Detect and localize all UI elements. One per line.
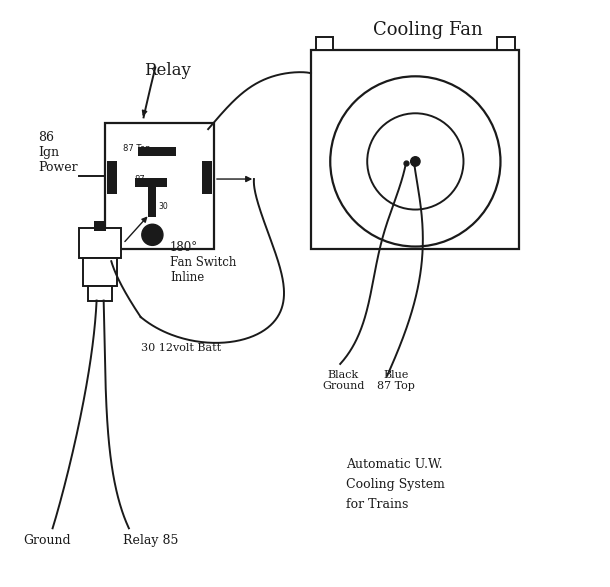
Bar [315,37,333,50]
Bar [95,221,106,231]
Text: Automatic U.W.
Cooling System
for Trains: Automatic U.W. Cooling System for Trains [346,458,445,511]
Text: Blue
87 Top: Blue 87 Top [377,370,415,392]
Text: 86: 86 [107,173,117,182]
Text: 30 12volt Batt: 30 12volt Batt [141,343,221,353]
Text: 86
Ign
Power: 86 Ign Power [38,131,77,174]
Text: 87 Top: 87 Top [123,144,151,153]
Bar [138,147,176,156]
Text: 85: 85 [204,173,213,182]
Text: Relay 85: Relay 85 [123,534,178,547]
Text: Cooling Fan: Cooling Fan [373,21,483,39]
Bar [203,161,212,194]
Bar [83,258,117,286]
Circle shape [142,224,163,245]
Bar [107,161,117,194]
Bar [135,178,167,187]
Text: 30: 30 [158,203,168,211]
Bar [88,286,112,301]
Text: 87: 87 [135,175,146,184]
Circle shape [411,157,420,166]
Bar [106,123,214,249]
Bar [497,37,515,50]
Text: 180°
Fan Switch
Inline: 180° Fan Switch Inline [170,241,236,284]
Text: Black
Ground: Black Ground [322,370,364,392]
Text: Relay: Relay [143,62,190,79]
Text: Ground: Ground [23,534,71,547]
Bar [311,50,519,249]
Bar [148,182,157,217]
Bar [79,228,121,258]
